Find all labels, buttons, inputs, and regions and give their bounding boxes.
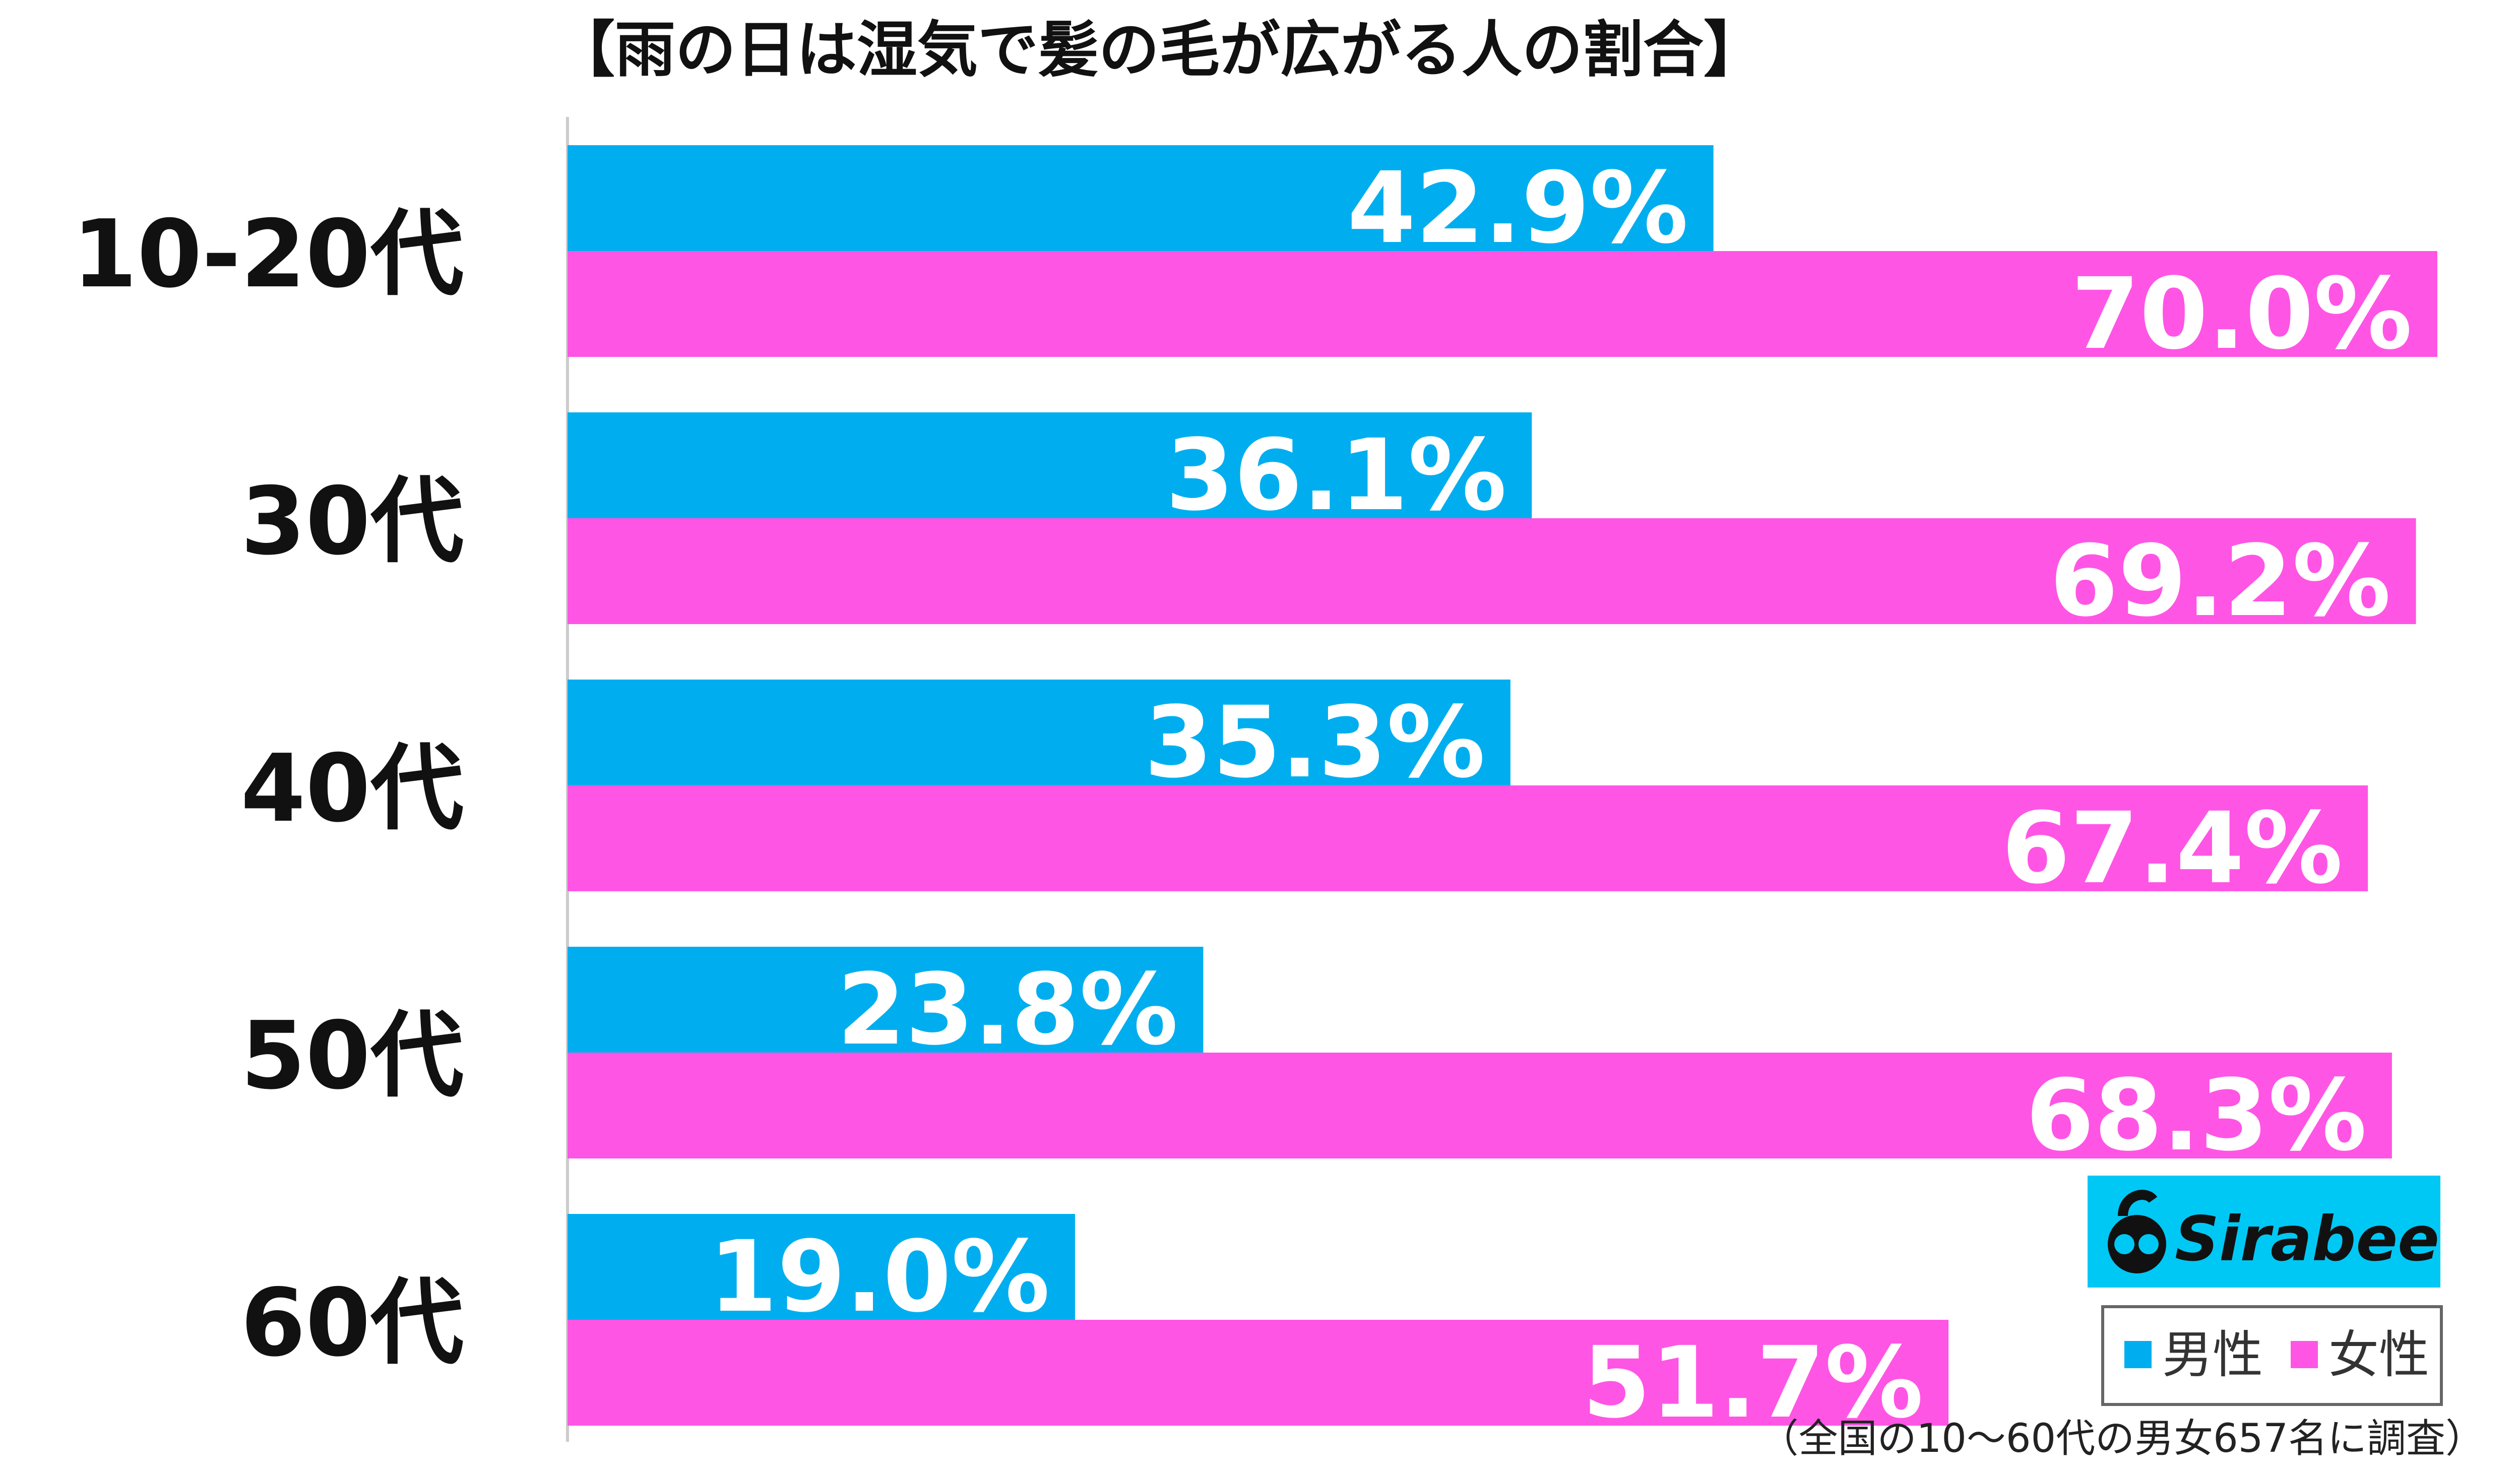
bars: [568, 145, 2437, 1426]
value-label-male-2: 35.3%: [1144, 685, 1485, 800]
category-label-0: 10-20代: [72, 200, 464, 309]
value-labels: 42.9% 70.0% 36.1% 69.2% 35.3% 67.4% 23.8% 68.3%…: [709, 151, 2412, 1440]
bar-female-1: [568, 518, 2416, 624]
value-label-female-4: 51.7%: [1583, 1325, 1924, 1440]
value-label-male-4: 19.0%: [709, 1219, 1050, 1334]
value-label-male-1: 36.1%: [1166, 418, 1507, 532]
legend: 男性 女性: [2101, 1305, 2443, 1406]
category-label-2: 40代: [241, 734, 464, 843]
bar-female-4: [568, 1320, 1949, 1426]
legend-swatch-female: [2291, 1341, 2318, 1368]
bar-male-2: [568, 680, 1510, 785]
value-label-male-0: 42.9%: [1347, 151, 1688, 265]
bar-male-1: [568, 412, 1532, 518]
brand-name: Sirabee: [2175, 1203, 2439, 1275]
legend-label-male: 男性: [2162, 1325, 2263, 1384]
bar-female-2: [568, 785, 2368, 891]
bar-female-0: [568, 251, 2437, 357]
bar-male-0: [568, 145, 1714, 251]
value-label-male-3: 23.8%: [837, 952, 1178, 1067]
category-label-1: 30代: [241, 467, 464, 576]
chart-title: 【雨の日は湿気で髪の毛が広がる人の割合】: [554, 15, 1764, 85]
legend-box: [2101, 1305, 2443, 1406]
value-label-female-1: 69.2%: [2050, 524, 2391, 638]
bar-male-4: [568, 1214, 1075, 1320]
bar-male-3: [568, 947, 1204, 1053]
brand-mark-icon: [2108, 1190, 2166, 1273]
category-label-4: 60代: [241, 1268, 464, 1377]
brand-logo: Sirabee: [2088, 1176, 2440, 1288]
value-label-female-0: 70.0%: [2071, 257, 2412, 371]
legend-swatch-male: [2124, 1341, 2152, 1368]
bar-female-3: [568, 1053, 2392, 1158]
value-label-female-3: 68.3%: [2026, 1058, 2367, 1173]
legend-label-female: 女性: [2328, 1325, 2429, 1384]
footnote: （全国の10〜60代の男女657名に調査）: [1759, 1416, 2485, 1461]
category-label-3: 50代: [241, 1001, 464, 1110]
category-labels: 10-20代 30代 40代 50代 60代: [72, 200, 464, 1377]
value-label-female-2: 67.4%: [2002, 791, 2343, 905]
